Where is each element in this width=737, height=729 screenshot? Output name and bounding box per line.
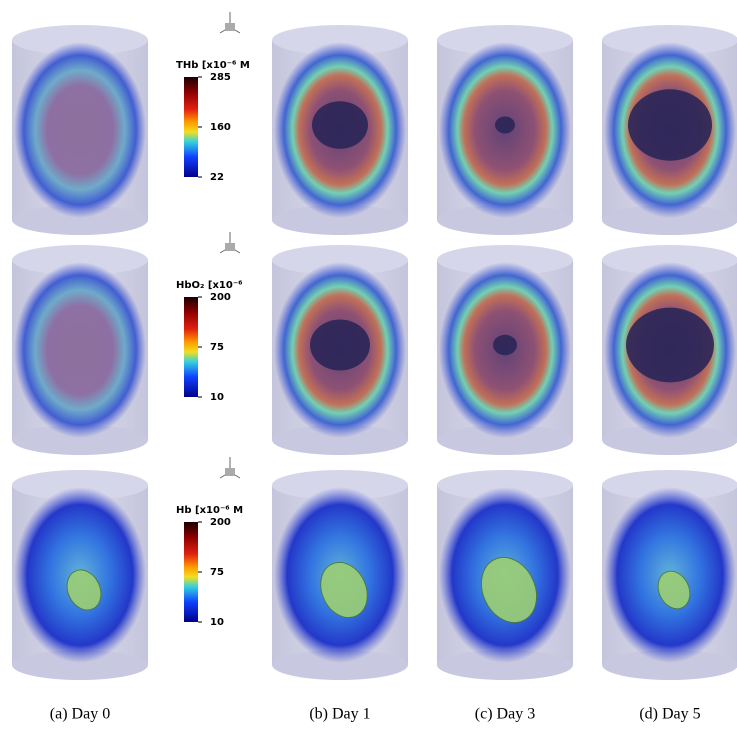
colorbar-label: Hb [x10⁻⁶ M	[176, 505, 243, 516]
colorbar-tick-label: 75	[210, 567, 224, 578]
cylinder	[437, 245, 573, 455]
cylinder	[12, 470, 148, 680]
dark-core	[626, 308, 714, 383]
intensity-field	[14, 262, 146, 438]
cylinder	[602, 245, 737, 455]
axis-glyph	[225, 243, 235, 251]
cylinder	[437, 470, 573, 680]
colorbar	[184, 297, 198, 397]
dark-core	[312, 101, 368, 149]
caption: (c) Day 3	[475, 706, 535, 723]
axis-glyph	[225, 468, 235, 476]
dark-core	[310, 320, 370, 371]
dark-core	[495, 117, 515, 134]
colorbar-tick-label: 285	[210, 72, 231, 83]
cylinder	[272, 245, 408, 455]
colorbar-label: HbO₂ [x10⁻⁶	[176, 280, 242, 291]
colorbar-tick-label: 200	[210, 517, 231, 528]
colorbar-tick-label: 10	[210, 617, 224, 628]
colorbar	[184, 522, 198, 622]
cylinder	[272, 470, 408, 680]
axis-glyph	[225, 23, 235, 31]
cylinder	[602, 25, 737, 235]
colorbar-tick-label: 200	[210, 292, 231, 303]
caption: (d) Day 5	[639, 706, 700, 723]
caption: (b) Day 1	[309, 706, 370, 723]
dark-core	[628, 89, 712, 160]
cylinder	[272, 25, 408, 235]
colorbar-tick-label: 75	[210, 342, 224, 353]
colorbar-tick-label: 10	[210, 392, 224, 403]
cylinder	[12, 25, 148, 235]
dark-core	[493, 335, 517, 355]
caption: (a) Day 0	[50, 706, 110, 723]
intensity-field	[14, 42, 146, 218]
figure: THb [x10⁻⁶ M28516022HbO₂ [x10⁻⁶2007510Hb…	[0, 0, 737, 729]
cylinder	[602, 470, 737, 680]
cylinder	[437, 25, 573, 235]
colorbar-tick-label: 160	[210, 122, 231, 133]
colorbar	[184, 77, 198, 177]
cylinder	[12, 245, 148, 455]
colorbar-tick-label: 22	[210, 172, 224, 183]
colorbar-label: THb [x10⁻⁶ M	[176, 60, 250, 71]
